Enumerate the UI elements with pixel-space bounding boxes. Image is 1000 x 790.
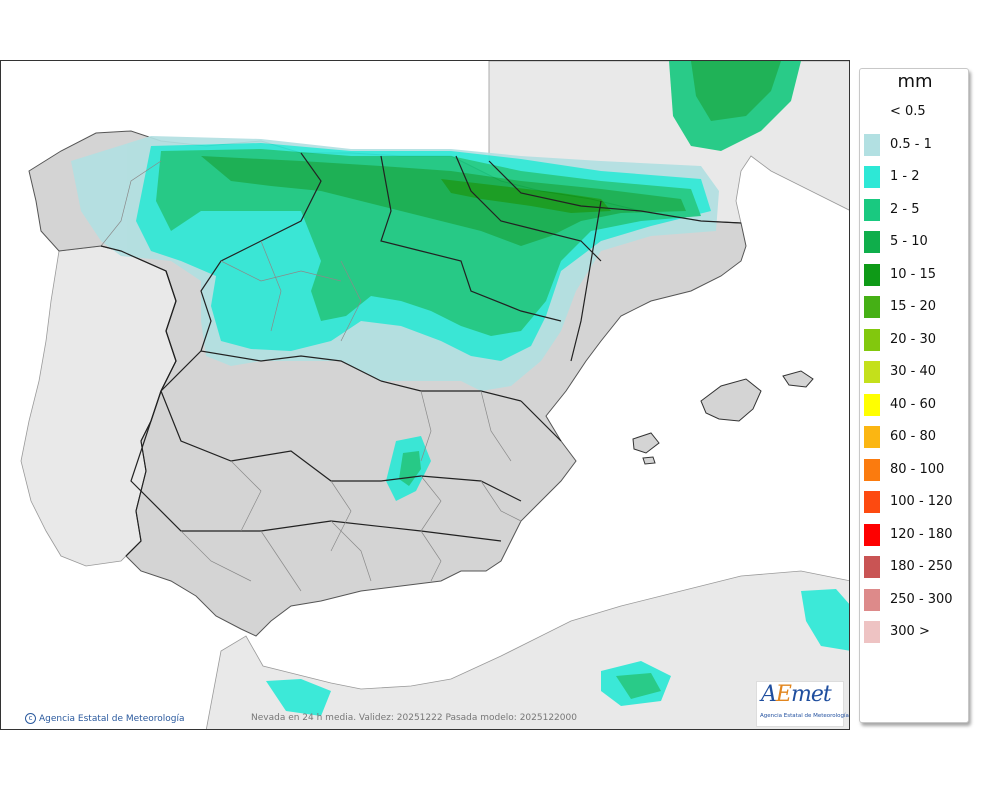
legend-label: 5 - 10 (890, 234, 928, 249)
legend-swatch (864, 101, 880, 123)
legend-label: 80 - 100 (890, 461, 945, 477)
legend-item: 80 - 100 (860, 458, 970, 481)
province-boundaries (100, 160, 522, 592)
legend-label: 60 - 80 (890, 429, 937, 444)
legend-item: 0.5 - 1 (860, 133, 970, 156)
legend-swatch (864, 263, 880, 286)
legend-label: 120 - 180 (890, 526, 953, 542)
map-panel: c Agencia Estatal de Meteorología Nevada … (0, 60, 850, 730)
legend-swatch (864, 621, 880, 643)
snow-africa-far-east (801, 589, 849, 651)
france-spain-border (488, 160, 742, 224)
legend-item: 40 - 60 (860, 393, 970, 416)
legend-label: 2 - 5 (890, 201, 920, 217)
legend-item: 10 - 15 (860, 263, 970, 286)
legend-label: 180 - 250 (890, 559, 953, 574)
aemet-logo-subtitle: Agencia Estatal de Meteorología (760, 713, 849, 719)
legend-swatch (864, 556, 880, 578)
portugal-spain-border (100, 245, 177, 557)
legend-unit: mm (897, 71, 933, 92)
legend-label: < 0.5 (890, 104, 926, 119)
north-africa-landmass (205, 570, 849, 729)
snow-africa-east-2-5 (616, 673, 661, 699)
legend-swatch (864, 133, 880, 156)
mallorca-island (700, 378, 762, 422)
snow-sierra-nevada-2-5 (399, 451, 421, 486)
legend-swatch (864, 198, 880, 221)
legend-item: 300 > (860, 621, 970, 643)
snowfall-overlay (71, 61, 849, 716)
legend-item: 30 - 40 (860, 361, 970, 383)
legend-swatch (864, 393, 880, 416)
legend-swatch (864, 231, 880, 253)
snow-band-10-15 (441, 179, 611, 213)
ibiza-island (632, 432, 660, 454)
map-caption: Nevada en 24 h media. Validez: 20251222 … (251, 713, 577, 723)
legend-label: 300 > (890, 624, 930, 639)
legend-item: 60 - 80 (860, 426, 970, 448)
legend-label: 0.5 - 1 (890, 136, 932, 152)
aemet-logo-word: AEmet (761, 682, 832, 707)
agency-credit: c Agencia Estatal de Meteorología (25, 713, 185, 724)
legend-item: < 0.5 (860, 101, 970, 123)
legend-label: 250 - 300 (890, 591, 953, 607)
legend-swatch (864, 166, 880, 188)
legend-label: 100 - 120 (890, 494, 953, 509)
snowfall-map (20, 61, 849, 729)
legend-swatch (864, 361, 880, 383)
legend-item: 120 - 180 (860, 523, 970, 546)
agency-credit-text: Agencia Estatal de Meteorología (39, 714, 185, 724)
legend-swatch (864, 328, 880, 351)
legend-label: 15 - 20 (890, 299, 937, 314)
legend-swatch (864, 523, 880, 546)
legend-item: 250 - 300 (860, 588, 970, 611)
snow-africa-west (266, 679, 331, 716)
legend-swatch (864, 458, 880, 481)
copyright-icon: c (25, 713, 36, 724)
snow-band-5-10 (201, 156, 686, 246)
legend-label: 1 - 2 (890, 169, 920, 184)
formentera-island (642, 456, 656, 465)
legend-item: 180 - 250 (860, 556, 970, 578)
legend-label: 30 - 40 (890, 364, 937, 379)
legend-label: 20 - 30 (890, 331, 937, 347)
legend-swatch (864, 588, 880, 611)
legend-swatch (864, 491, 880, 513)
snow-france-pyrenees-5-10 (691, 61, 781, 121)
legend-item: 20 - 30 (860, 328, 970, 351)
legend-item: 1 - 2 (860, 166, 970, 188)
precipitation-legend: mm < 0.5 0.5 - 1 1 - 2 2 - 5 5 - 10 10 - 15 15… (859, 68, 969, 723)
legend-item: 2 - 5 (860, 198, 970, 221)
legend-item: 15 - 20 (860, 296, 970, 318)
legend-label: 10 - 15 (890, 266, 937, 282)
legend-swatch (864, 296, 880, 318)
aemet-logo: AEmet Agencia Estatal de Meteorología (756, 681, 849, 727)
legend-label: 40 - 60 (890, 396, 937, 412)
legend-item: 100 - 120 (860, 491, 970, 513)
legend-item: 5 - 10 (860, 231, 970, 253)
menorca-island (782, 370, 814, 388)
legend-swatch (864, 426, 880, 448)
